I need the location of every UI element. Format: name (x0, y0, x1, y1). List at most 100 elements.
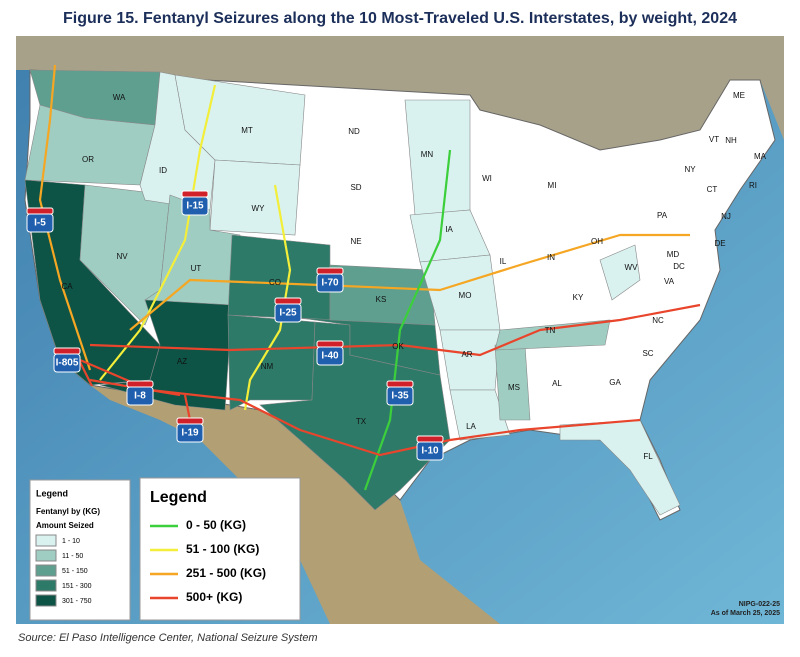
state-label: AZ (177, 357, 187, 366)
shield-top (126, 380, 154, 388)
state-label: ID (159, 166, 167, 175)
state-shape (599, 244, 641, 301)
state-shape (494, 319, 611, 351)
legend-title: Legend (36, 488, 68, 498)
state-label: OR (82, 155, 94, 164)
shields: I-5 I-15 I-70 I-25 I-40 I-805 I-8 I-35 I-19 I-10 (26, 190, 444, 461)
shield-body (316, 273, 344, 293)
state-label: CA (61, 282, 73, 291)
state-label: SD (350, 183, 361, 192)
route (89, 303, 701, 357)
state-label: DE (714, 239, 725, 248)
state-label: PA (657, 211, 668, 220)
state-label: IN (547, 253, 555, 262)
shield-label: I-19 (181, 428, 199, 439)
shield-label: I-5 (34, 218, 46, 229)
shield-body (176, 423, 204, 443)
state-label: RI (749, 181, 757, 190)
legend-label: 51 - 100 (KG) (186, 542, 259, 556)
state-shape (439, 329, 501, 391)
state-label: NJ (721, 212, 731, 221)
state-label: NC (652, 316, 664, 325)
shield-label: I-25 (279, 308, 297, 319)
state-label: MN (421, 150, 434, 159)
shield-label: I-8 (134, 391, 146, 402)
shield-top (416, 435, 444, 443)
source: Source: El Paso Intelligence Center, Nat… (18, 632, 318, 644)
state-label: ME (733, 91, 745, 100)
route (363, 149, 452, 491)
shield-label: I-805 (56, 358, 79, 369)
state-shading (24, 69, 681, 516)
route (79, 358, 641, 457)
legend-swatch (35, 564, 57, 577)
state-label: ND (348, 127, 360, 136)
state-label: IL (500, 257, 507, 266)
shield-top (316, 340, 344, 348)
shield-label: I-15 (186, 201, 204, 212)
route (38, 64, 92, 371)
shield-body (386, 386, 414, 406)
state-shape (449, 389, 511, 441)
state-label: NE (350, 237, 361, 246)
state-label: MI (548, 181, 557, 190)
state-label: AL (552, 379, 562, 388)
title: Figure 15. Fentanyl Seizures along the 1… (63, 10, 737, 27)
state-label: OH (591, 237, 603, 246)
legend-label: 51 - 150 (62, 568, 88, 575)
state-shape (559, 419, 681, 516)
shield-label: I-10 (421, 446, 439, 457)
route (243, 184, 292, 411)
state-label: CT (707, 185, 718, 194)
state-label: TX (356, 417, 367, 426)
shield-label: I-35 (391, 391, 409, 402)
state-label: LA (466, 422, 476, 431)
legend-heading: Amount Seized (36, 521, 94, 530)
route-legend: Legend 0 - 50 (KG) 51 - 100 (KG) 251 - 500… (139, 477, 301, 621)
shield-body (316, 346, 344, 366)
state-label: NY (684, 165, 696, 174)
legend-label: 0 - 50 (KG) (186, 518, 246, 532)
state-legend: Legend Fentanyl by (KG) Amount Seized 1 … (29, 479, 131, 621)
legend-label: 301 - 750 (62, 598, 92, 605)
shield-body (26, 213, 54, 233)
legend-swatch (35, 549, 57, 562)
state-label: WI (482, 174, 492, 183)
shield-label: I-40 (321, 351, 339, 362)
legend-swatch (35, 534, 57, 547)
state-label: GA (609, 378, 621, 387)
legend-label: 251 - 500 (KG) (186, 566, 266, 580)
state-label: MA (754, 152, 767, 161)
state-label: NH (725, 136, 737, 145)
state-label: VA (664, 277, 675, 286)
state-label: TN (545, 326, 556, 335)
legend-label: 500+ (KG) (186, 590, 242, 604)
state-label: WY (252, 204, 266, 213)
shield-body (126, 386, 154, 406)
canada (16, 36, 784, 150)
state-shape (209, 159, 301, 236)
state-label: DC (673, 262, 685, 271)
state-label: FL (643, 452, 653, 461)
shield-body (181, 196, 209, 216)
state-label: KS (376, 295, 387, 304)
shield-top (53, 347, 81, 355)
note: As of March 25, 2025 (711, 610, 780, 617)
state-label: MS (508, 383, 520, 392)
state-labels: WA OR ID MT WY NV UT CA AZ CO NM ND SD NE KS OK TX MN IA MO… (61, 91, 766, 461)
state-label: MD (667, 250, 680, 259)
state-label: WV (625, 263, 639, 272)
shield-body (53, 353, 81, 373)
routes (38, 64, 701, 491)
state-label: KY (573, 293, 584, 302)
shield-top (176, 417, 204, 425)
state-label: WA (113, 93, 126, 102)
shield-top (26, 207, 54, 215)
state-label: SC (642, 349, 653, 358)
state-label: OK (392, 342, 404, 351)
shield-body (274, 303, 302, 323)
legend-swatch (35, 579, 57, 592)
state-label: NV (116, 252, 128, 261)
state-label: NM (261, 362, 274, 371)
